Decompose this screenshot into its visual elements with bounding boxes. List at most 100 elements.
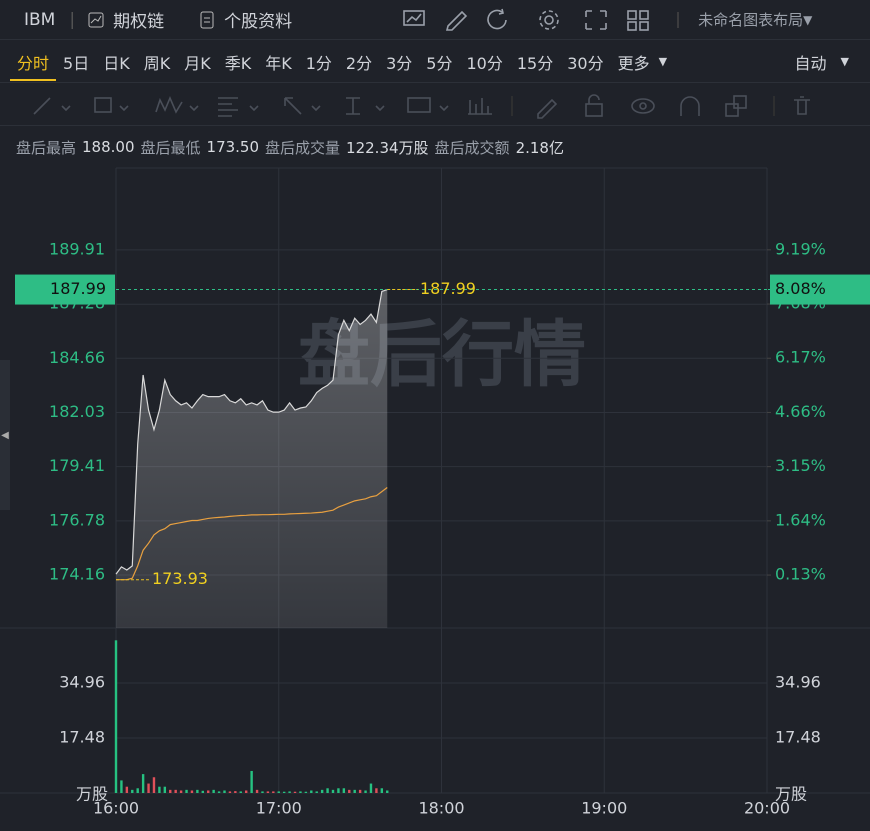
tool[interactable] (33, 97, 71, 115)
x-tick-label: 16:00 (93, 799, 139, 818)
volume-bar (386, 790, 389, 793)
tool[interactable] (585, 94, 603, 117)
volume-bar (212, 789, 215, 793)
y-tick-label: 184.66 (49, 348, 105, 367)
scale-mode[interactable]: 自动 (794, 53, 827, 73)
x-tick-label: 17:00 (256, 799, 302, 818)
volume-bar (320, 789, 324, 793)
layout-name[interactable]: 未命名图表布局 (698, 11, 804, 29)
volume-bar (353, 789, 356, 793)
period-tab[interactable]: 15分 (516, 53, 554, 73)
stat-label: 盘后最高 (16, 138, 77, 157)
tool[interactable] (155, 95, 199, 114)
volume-bar (131, 789, 134, 793)
period-tab[interactable]: 10分 (466, 53, 503, 73)
volume-bar (228, 791, 232, 793)
period-tab[interactable]: 年K (265, 53, 292, 73)
stats-line: 盘后最高 188.00 盘后最低 173.50 盘后成交量 122.34万股 盘后成交额 2.… (0, 132, 870, 162)
symbol[interactable]: IBM (24, 9, 56, 30)
side-arrow: ◀ (1, 430, 9, 441)
y2-tick-label: 9.19% (775, 239, 826, 258)
avg-start-annotation: 173.93 (152, 569, 208, 588)
volume-bar (288, 791, 291, 793)
y2-tick-label: 0.13% (775, 565, 826, 584)
dropdown[interactable]: ▼ (803, 12, 813, 27)
top-bar: IBM | 期权链 个股资料 未命名图表布局 ▼ (0, 0, 870, 40)
period-tab[interactable]: 日K (103, 53, 130, 73)
volume-unit: 万股 (76, 785, 108, 804)
divider: | (69, 9, 76, 30)
last-change-label: 8.08% (775, 279, 826, 298)
volume-unit: 万股 (775, 785, 807, 804)
y-tick-label: 182.03 (49, 402, 105, 421)
y2-tick-label: 6.17% (775, 348, 826, 367)
period-tab[interactable]: 季K (224, 53, 252, 73)
x-tick-label: 20:00 (744, 799, 790, 818)
volume-bar (261, 791, 264, 793)
price-area (116, 289, 388, 628)
volume-bar (358, 789, 362, 793)
side-handle[interactable] (0, 360, 10, 510)
period-tab[interactable]: 5日 (63, 53, 90, 73)
y2-tick-label: 3.15% (775, 456, 826, 475)
tool[interactable] (631, 98, 655, 114)
period-tab[interactable]: 3分 (386, 53, 413, 73)
tool[interactable] (284, 97, 321, 115)
option-chain[interactable]: 期权链 (113, 12, 165, 32)
volume-bar (217, 791, 221, 793)
icon[interactable] (403, 9, 425, 26)
avg-line (116, 486, 388, 581)
period-tab[interactable]: 月K (184, 53, 211, 73)
icon[interactable] (585, 9, 607, 30)
period-tab[interactable]: 30分 (567, 53, 604, 73)
tool[interactable] (680, 96, 700, 116)
dropdown[interactable]: ▼ (840, 55, 849, 68)
period-tab[interactable]: 周K (143, 53, 171, 73)
volume-bar (147, 783, 150, 793)
tool[interactable] (346, 97, 385, 115)
dropdown[interactable]: ▼ (658, 55, 668, 68)
stat-label: 盘后成交额 (434, 138, 510, 157)
volume-bar (304, 791, 308, 793)
drawing-tools (0, 84, 870, 126)
tool[interactable] (537, 98, 558, 119)
tool-icons (33, 94, 810, 119)
y2-tick-label: 7.68% (775, 294, 826, 313)
toolbar-icons (403, 8, 679, 31)
stat-label: 盘后成交量 (265, 138, 341, 157)
volume-bar (364, 790, 367, 793)
tool[interactable] (794, 96, 810, 115)
icon[interactable] (487, 8, 507, 29)
volume-bar (174, 789, 177, 793)
tool[interactable] (94, 97, 129, 113)
tool[interactable] (218, 97, 259, 117)
volume-bar (272, 791, 275, 793)
period-tab[interactable]: 5分 (426, 53, 453, 73)
volume-bar (293, 791, 297, 793)
period-tab[interactable]: 2分 (345, 53, 373, 73)
watermark: 盘后行情 (298, 313, 586, 397)
period-tab[interactable]: 分时 (10, 50, 57, 81)
volume-bar (266, 791, 270, 793)
volume-tick-label: 34.96 (59, 672, 105, 691)
y-tick-label: 176.78 (49, 510, 105, 529)
volume-bar (282, 791, 286, 793)
y-tick-label: 179.41 (49, 456, 105, 475)
volume-bar (152, 777, 156, 793)
volume-tick-label: 17.48 (59, 727, 105, 746)
y-tick-label: 187.28 (49, 294, 105, 313)
icon[interactable] (627, 9, 649, 31)
volume-bar (158, 786, 161, 793)
tool[interactable] (468, 98, 492, 115)
icon[interactable] (446, 10, 468, 31)
tool[interactable] (407, 97, 449, 113)
tool[interactable] (725, 95, 747, 117)
icon[interactable] (539, 9, 559, 30)
period-tab[interactable]: 1分 (305, 53, 332, 73)
volume-bar (114, 640, 118, 793)
stock-info[interactable]: 个股资料 (224, 12, 293, 32)
volume-bar (196, 789, 199, 793)
period-tab[interactable]: 更多 (617, 53, 650, 73)
volume-bar (223, 790, 226, 793)
